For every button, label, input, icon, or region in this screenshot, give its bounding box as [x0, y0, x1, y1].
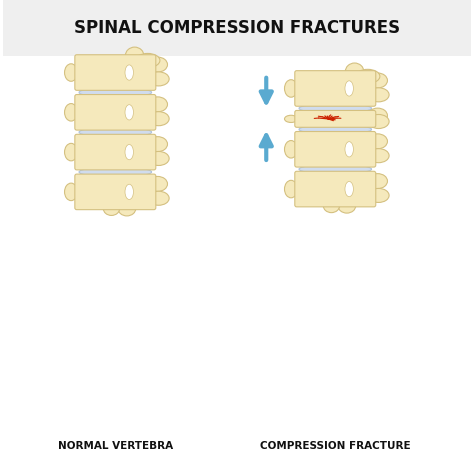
Ellipse shape: [323, 198, 339, 212]
Ellipse shape: [148, 176, 167, 191]
Ellipse shape: [118, 201, 136, 216]
FancyBboxPatch shape: [295, 171, 376, 207]
Ellipse shape: [345, 182, 354, 197]
Ellipse shape: [284, 80, 298, 97]
Ellipse shape: [136, 53, 160, 67]
Ellipse shape: [284, 115, 298, 123]
Ellipse shape: [125, 184, 134, 199]
Ellipse shape: [368, 174, 387, 189]
Ellipse shape: [345, 63, 364, 81]
Ellipse shape: [125, 105, 134, 120]
Ellipse shape: [79, 87, 152, 98]
Ellipse shape: [368, 189, 389, 203]
FancyBboxPatch shape: [75, 134, 156, 170]
Ellipse shape: [299, 103, 372, 113]
Ellipse shape: [64, 183, 78, 201]
Ellipse shape: [368, 115, 389, 129]
Ellipse shape: [79, 167, 152, 177]
Ellipse shape: [125, 145, 134, 160]
Ellipse shape: [64, 103, 78, 121]
Ellipse shape: [284, 140, 298, 158]
Ellipse shape: [148, 97, 167, 112]
FancyBboxPatch shape: [295, 71, 376, 106]
Ellipse shape: [345, 142, 354, 157]
Ellipse shape: [148, 112, 169, 126]
Ellipse shape: [338, 198, 356, 213]
Text: SPINAL COMPRESSION FRACTURES: SPINAL COMPRESSION FRACTURES: [74, 19, 400, 37]
Ellipse shape: [148, 72, 169, 86]
Ellipse shape: [368, 73, 387, 88]
Ellipse shape: [368, 149, 389, 163]
Ellipse shape: [299, 164, 372, 174]
Text: COMPRESSION FRACTURE: COMPRESSION FRACTURE: [260, 440, 410, 451]
Text: NORMAL VERTEBRA: NORMAL VERTEBRA: [58, 440, 173, 451]
FancyBboxPatch shape: [75, 174, 156, 210]
FancyBboxPatch shape: [75, 55, 156, 90]
Ellipse shape: [356, 69, 380, 83]
Ellipse shape: [125, 47, 144, 65]
Ellipse shape: [79, 127, 152, 138]
Ellipse shape: [125, 65, 134, 80]
Ellipse shape: [148, 57, 167, 72]
Ellipse shape: [148, 137, 167, 152]
FancyBboxPatch shape: [295, 132, 376, 167]
FancyBboxPatch shape: [295, 110, 376, 127]
Ellipse shape: [103, 201, 119, 215]
Ellipse shape: [64, 64, 78, 81]
Ellipse shape: [148, 191, 169, 205]
Ellipse shape: [368, 134, 387, 149]
Ellipse shape: [64, 143, 78, 161]
FancyBboxPatch shape: [75, 95, 156, 130]
FancyBboxPatch shape: [3, 0, 471, 56]
Ellipse shape: [148, 152, 169, 166]
Ellipse shape: [299, 124, 372, 134]
Ellipse shape: [345, 81, 354, 96]
Ellipse shape: [368, 88, 389, 102]
Ellipse shape: [368, 108, 387, 123]
Ellipse shape: [284, 180, 298, 198]
